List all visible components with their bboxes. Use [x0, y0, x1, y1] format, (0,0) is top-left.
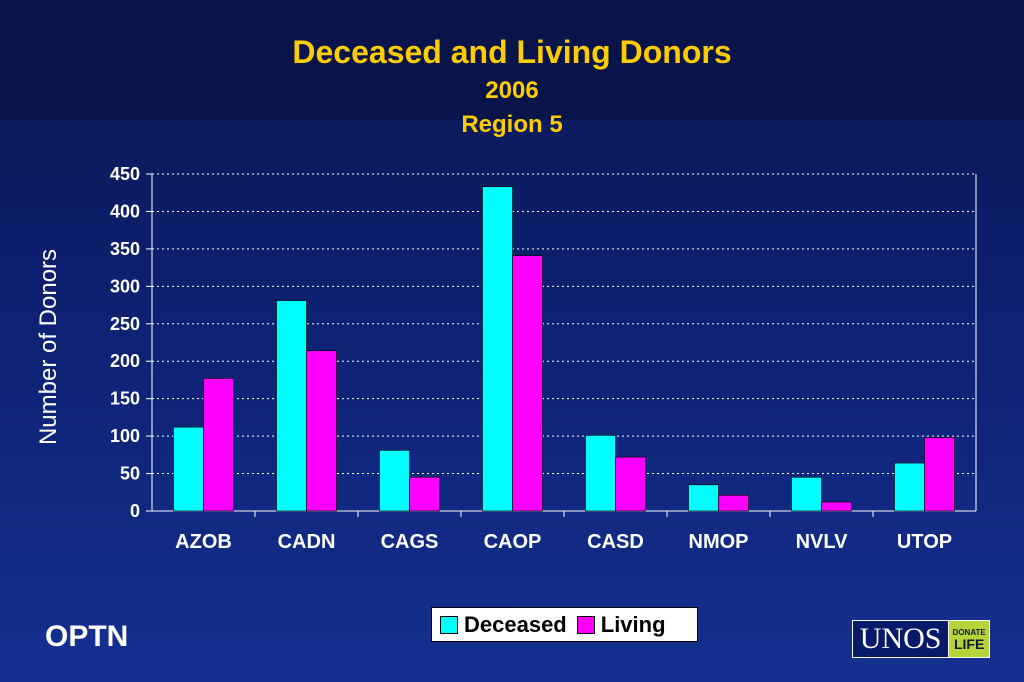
y-tick-label: 100 [110, 426, 140, 446]
legend-swatch-living [576, 615, 595, 634]
legend-label-deceased: Deceased [464, 611, 567, 637]
y-tick-label: 450 [110, 164, 140, 184]
y-tick-label: 50 [120, 464, 140, 484]
donate-life-badge: DONATE LIFE [949, 621, 989, 657]
bar-living-cags [409, 476, 440, 512]
legend-swatch-deceased [440, 615, 458, 634]
header-band [0, 0, 1024, 120]
chart-year: 2006 [485, 77, 539, 104]
bar-deceased-casd [585, 435, 616, 512]
bar-deceased-nmop [688, 484, 719, 512]
bar-living-casd [615, 456, 646, 512]
x-tick-label: CASD [587, 531, 644, 553]
x-tick-label: UTOP [897, 531, 952, 553]
x-tick-label: CAOP [484, 531, 542, 553]
bar-living-cadn [306, 350, 337, 512]
legend-item-deceased: Deceased [440, 612, 567, 638]
bar-living-caop [512, 255, 543, 512]
x-tick-label: CAGS [381, 531, 439, 553]
y-tick-label: 250 [110, 314, 140, 334]
y-tick-label: 150 [110, 389, 140, 409]
chart-region: Region 5 [461, 111, 563, 138]
bar-living-nmop [718, 494, 749, 512]
bar-deceased-utop [894, 462, 925, 512]
y-tick-label: 200 [110, 351, 140, 371]
x-tick-label: AZOB [175, 531, 232, 553]
y-tick-label: 350 [110, 239, 140, 259]
donate-life-line2: LIFE [953, 635, 985, 652]
y-tick-label: 400 [110, 201, 140, 221]
bar-deceased-cadn [276, 300, 307, 512]
y-tick-label: 0 [130, 501, 140, 521]
x-tick-label: NVLV [796, 531, 849, 553]
bar-living-utop [924, 437, 955, 512]
bar-living-nvlv [821, 501, 852, 512]
x-tick-label: CADN [278, 531, 336, 553]
title-block: Deceased and Living Donors 2006 Region 5 [0, 32, 1024, 140]
x-tick-label: NMOP [689, 531, 749, 553]
unos-logo: UNOS DONATE LIFE [852, 620, 990, 658]
bar-living-azob [203, 378, 234, 512]
bar-deceased-caop [482, 186, 513, 512]
legend-label-living: Living [600, 611, 666, 637]
optn-logo-text: OPTN [45, 620, 129, 653]
unos-logo-text: UNOS [853, 621, 950, 657]
donate-life-line1: DONATE [952, 627, 986, 637]
chart-title: Deceased and Living Donors [292, 34, 732, 70]
bar-deceased-cags [379, 450, 410, 512]
bar-deceased-azob [173, 426, 204, 512]
bar-deceased-nvlv [791, 476, 822, 512]
y-axis-label: Number of Donors [35, 248, 62, 446]
y-tick-label: 300 [110, 276, 140, 296]
legend: Deceased Living [431, 607, 698, 642]
legend-item-living: Living [576, 611, 666, 638]
